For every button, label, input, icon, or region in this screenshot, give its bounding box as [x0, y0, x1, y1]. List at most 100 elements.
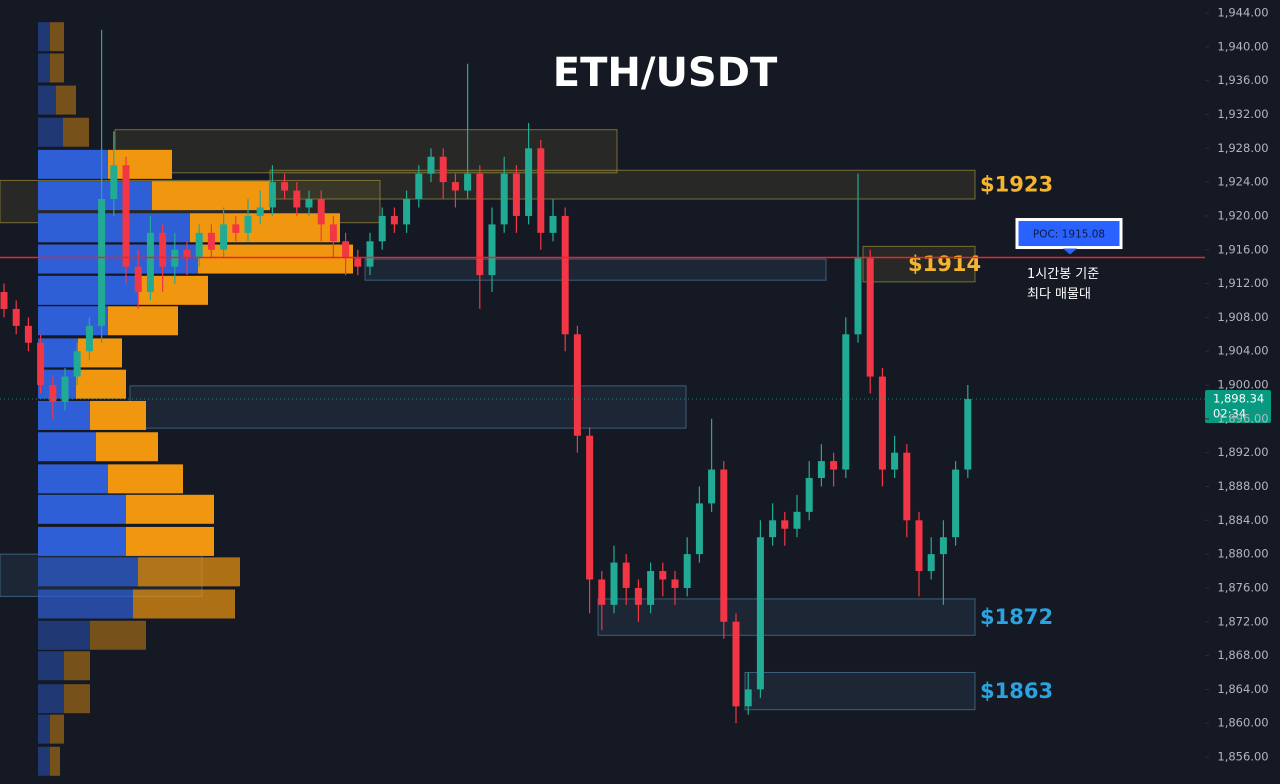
- y-tick-label: 1,912.00: [1217, 276, 1268, 290]
- profile-sell: [78, 338, 122, 368]
- profile-buy: [38, 53, 50, 83]
- candle-body: [37, 342, 45, 386]
- candle-body: [854, 258, 862, 335]
- chart-title: ETH/USDT: [553, 50, 778, 96]
- profile-sell: [152, 181, 270, 211]
- candle-body: [12, 308, 20, 326]
- candle-body: [134, 266, 142, 293]
- candle-body: [464, 173, 472, 191]
- profile-buy: [38, 620, 90, 650]
- candle-body: [683, 554, 691, 588]
- candle-body: [146, 232, 154, 293]
- profile-buy: [38, 400, 90, 430]
- profile-buy: [38, 306, 108, 336]
- candle-body: [110, 165, 118, 200]
- profile-buy: [38, 181, 152, 211]
- volume-profile: [38, 22, 353, 776]
- y-tick-label: 1,864.00: [1217, 682, 1268, 696]
- candle-body: [281, 182, 289, 191]
- profile-buy: [38, 117, 63, 147]
- candle-body: [220, 224, 228, 250]
- candle-body: [317, 199, 325, 225]
- candle-body: [732, 621, 740, 707]
- profile-sell: [56, 85, 76, 115]
- profile-sell: [108, 306, 178, 336]
- profile-sell: [50, 746, 60, 776]
- y-tick-label: 1,876.00: [1217, 580, 1268, 594]
- profile-sell: [63, 117, 89, 147]
- zone: [744, 671, 976, 711]
- candle-body: [817, 461, 825, 479]
- profile-sell: [133, 589, 235, 619]
- candle-body: [390, 215, 398, 225]
- profile-sell: [90, 620, 146, 650]
- candle-body: [744, 689, 752, 707]
- y-tick-label: 1,908.00: [1217, 310, 1268, 324]
- candle-body: [598, 579, 606, 605]
- zone: [114, 129, 618, 174]
- candle-body: [73, 351, 81, 377]
- poc-box: [1015, 218, 1123, 250]
- profile-sell: [50, 714, 64, 744]
- candle-body: [195, 232, 203, 259]
- candle-body: [207, 232, 215, 250]
- candle-body: [647, 571, 655, 605]
- profile-buy: [38, 338, 78, 368]
- profile-buy: [38, 526, 126, 556]
- y-tick-label: 1,924.00: [1217, 175, 1268, 189]
- candle-body: [24, 325, 32, 343]
- candle-body: [439, 156, 447, 183]
- candle-body: [159, 232, 167, 267]
- candle-body: [98, 199, 106, 326]
- profile-sell: [50, 22, 64, 52]
- candle-body: [671, 579, 679, 588]
- candle-body: [708, 469, 716, 504]
- candle-body: [49, 385, 57, 402]
- zone-label: $1872: [980, 605, 1053, 629]
- candle-body: [830, 461, 838, 470]
- candle-body: [842, 334, 850, 470]
- y-tick-label: 1,920.00: [1217, 208, 1268, 222]
- countdown: 02:34: [1213, 407, 1246, 421]
- candle-body: [939, 537, 947, 555]
- candle-body: [85, 325, 93, 352]
- zone: [862, 245, 976, 283]
- candle-body: [525, 148, 533, 216]
- price-label: 1,898.34: [1213, 392, 1264, 406]
- candle-body: [476, 173, 484, 276]
- candle-body: [415, 173, 423, 200]
- candles: [0, 29, 972, 724]
- candle-body: [342, 241, 350, 259]
- y-tick-label: 1,904.00: [1217, 344, 1268, 358]
- poc-note: 최다 매물대: [1027, 287, 1091, 302]
- candle-body: [537, 148, 545, 233]
- profile-buy: [38, 432, 96, 462]
- zone-label: $1863: [980, 679, 1053, 703]
- zone-label: $1923: [980, 173, 1053, 197]
- y-tick-label: 1,928.00: [1217, 141, 1268, 155]
- candle-body: [952, 469, 960, 538]
- candle-body: [232, 224, 240, 233]
- y-tick-label: 1,940.00: [1217, 39, 1268, 53]
- candle-body: [634, 587, 642, 605]
- candle-body: [805, 478, 813, 512]
- candle-body: [793, 511, 801, 529]
- profile-buy: [38, 213, 190, 243]
- candle-body: [659, 571, 667, 580]
- profile-buy: [38, 369, 76, 399]
- candle-body: [964, 399, 972, 470]
- profile-buy: [38, 494, 126, 524]
- candle-body: [927, 554, 935, 572]
- zone: [129, 385, 687, 429]
- zone: [597, 598, 976, 636]
- candle-body: [305, 199, 313, 208]
- profile-buy: [38, 651, 64, 681]
- y-tick-label: 1,884.00: [1217, 513, 1268, 527]
- zone: [364, 258, 827, 281]
- profile-sell: [108, 149, 172, 179]
- profile-sell: [64, 684, 90, 714]
- profile-sell: [108, 464, 183, 494]
